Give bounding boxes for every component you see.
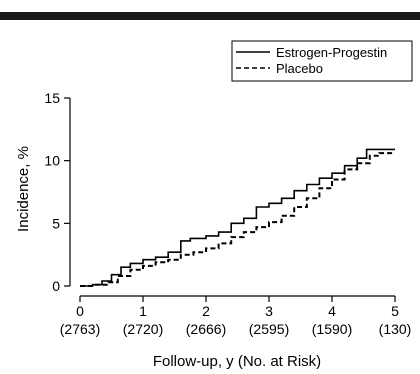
y-tick-label: 10 [44, 153, 60, 169]
y-tick-label: 15 [44, 90, 60, 106]
series-line-placebo [80, 152, 395, 287]
x-tick-label: 5 [391, 303, 399, 319]
series-layer [80, 148, 395, 287]
header-bar [0, 12, 420, 20]
x-axis-label: Follow-up, y (No. at Risk) [153, 353, 321, 370]
at-risk-label: (2666) [186, 321, 226, 337]
x-tick-label: 4 [328, 303, 336, 319]
series-line-estrogen-progestin [80, 148, 395, 287]
legend: Estrogen-Progestin Placebo [231, 40, 413, 82]
x-tick-label: 0 [76, 303, 84, 319]
x-tick-label: 2 [202, 303, 210, 319]
y-axis-label: Incidence, % [15, 146, 32, 232]
legend-box [231, 40, 413, 82]
at-risk-label: (130) [379, 321, 412, 337]
y-tick-label: 5 [52, 215, 60, 231]
at-risk-label: (2720) [123, 321, 163, 337]
legend-label-placebo: Placebo [276, 61, 323, 76]
x-tick-label: 1 [139, 303, 147, 319]
y-tick-label: 0 [52, 278, 60, 294]
x-tick-label: 3 [265, 303, 273, 319]
at-risk-label: (2595) [249, 321, 289, 337]
axes: 0 5 10 15 0 (2763) 1 (2720) 2 (2666) 3 (2595) 4 (1590… [44, 90, 411, 337]
at-risk-label: (1590) [312, 321, 352, 337]
legend-label-estrogen-progestin: Estrogen-Progestin [276, 45, 387, 60]
at-risk-label: (2763) [60, 321, 100, 337]
